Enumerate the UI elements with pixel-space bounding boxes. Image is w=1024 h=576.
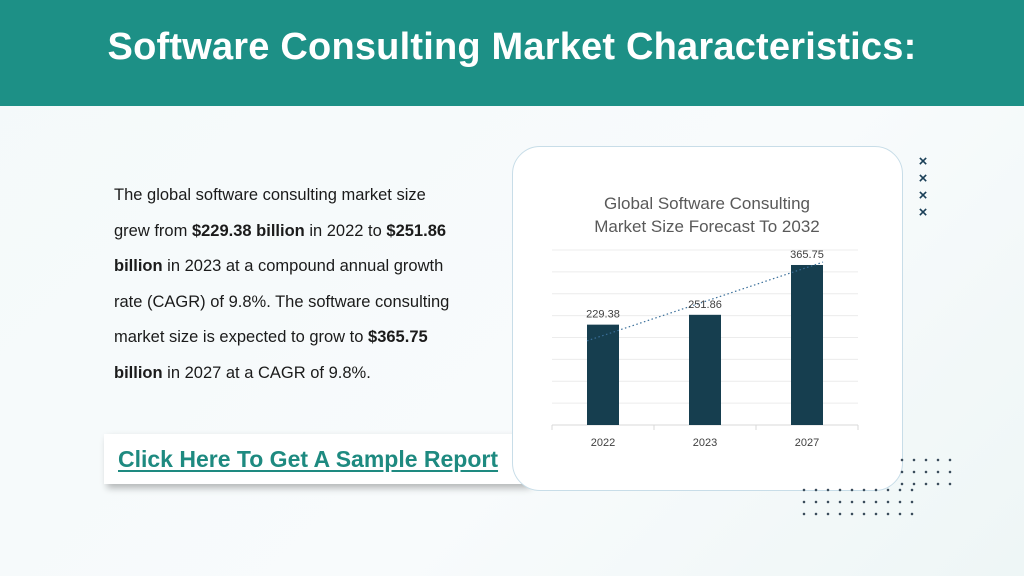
value-2022: $229.38 billion bbox=[191, 221, 305, 240]
market-description: The global software consulting market si… bbox=[114, 178, 459, 391]
x-tick-label: 2027 bbox=[795, 437, 819, 449]
trendline bbox=[586, 261, 824, 342]
title-banner: Software Consulting Market Characteristi… bbox=[0, 0, 1024, 106]
value-2023: $251.86 billion bbox=[114, 221, 447, 276]
bar bbox=[587, 324, 619, 425]
description-text: in 2023 at a compound annual growth rate… bbox=[114, 257, 450, 346]
data-label: 365.75 bbox=[790, 249, 824, 261]
x-mark-icon: × bbox=[918, 170, 928, 187]
description-text: The global software consulting market si… bbox=[114, 186, 426, 240]
page-title: Software Consulting Market Characteristi… bbox=[107, 25, 917, 68]
description-text: in 2022 to bbox=[304, 221, 387, 240]
value-2027: $365.75 billion bbox=[114, 328, 428, 382]
bar bbox=[689, 314, 721, 425]
x-mark-icon: × bbox=[918, 204, 928, 221]
bar bbox=[791, 264, 823, 425]
data-label: 229.38 bbox=[586, 309, 620, 321]
x-mark-icon: × bbox=[918, 187, 928, 204]
sample-report-link[interactable]: Click Here To Get A Sample Report bbox=[118, 445, 499, 472]
data-label: 251.86 bbox=[688, 299, 722, 311]
x-tick-label: 2022 bbox=[591, 437, 615, 449]
x-tick-label: 2023 bbox=[693, 437, 717, 449]
decorative-x-marks: × × × × bbox=[913, 153, 933, 221]
x-mark-icon: × bbox=[918, 153, 928, 170]
sample-report-box: Click Here To Get A Sample Report bbox=[104, 434, 528, 484]
description-text: in 2027 at a CAGR of 9.8%. bbox=[162, 363, 371, 382]
